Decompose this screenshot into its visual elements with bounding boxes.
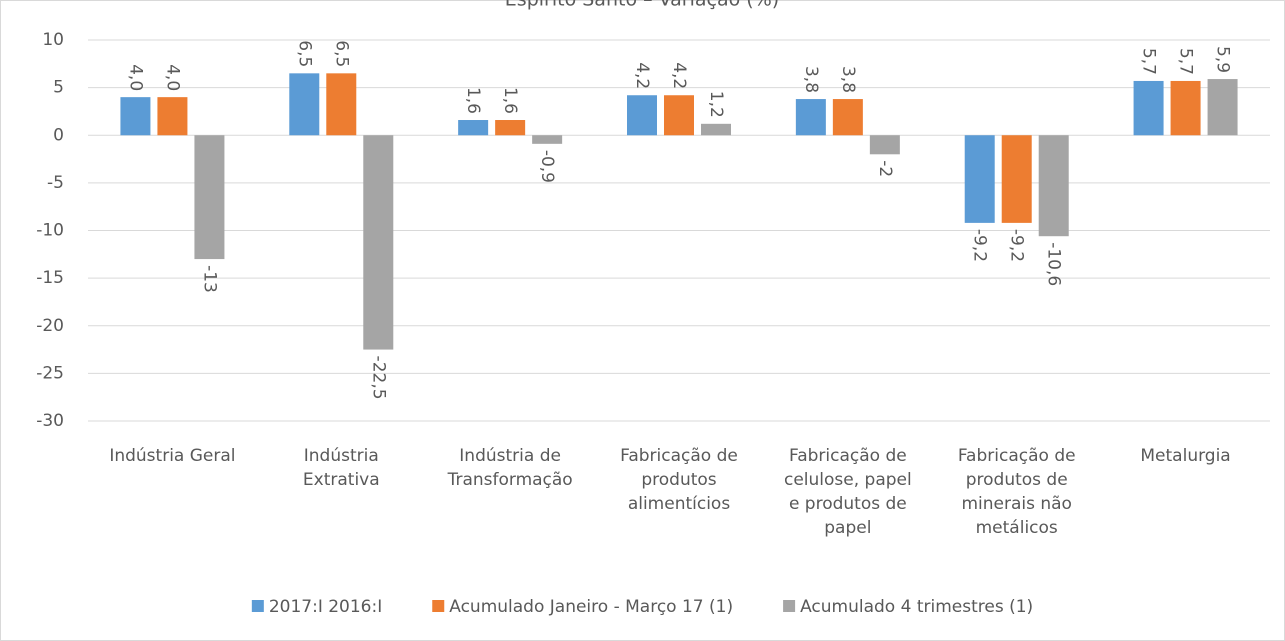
y-tick-label: -25: [36, 363, 64, 383]
bar: [869, 135, 900, 155]
y-tick-label: 10: [42, 30, 64, 50]
x-tick-label: Fabricação de produtos alimentícios: [620, 446, 738, 514]
value-label: -13: [199, 265, 219, 293]
x-tick-label: Fabricação de celulose, papel e produtos d…: [784, 446, 912, 538]
x-tick-label: Metalurgia: [1140, 446, 1230, 466]
value-label: 3,8: [838, 66, 858, 93]
bar: [120, 97, 151, 136]
value-label: 1,6: [500, 87, 520, 114]
legend-swatch: [251, 600, 264, 612]
x-tick-label: Indústria Geral: [109, 446, 235, 466]
bar: [363, 135, 394, 350]
value-label: -2: [875, 160, 895, 177]
x-tick-label: Fabricação de produtos de minerais não metá…: [958, 446, 1076, 538]
bar: [532, 135, 563, 144]
value-label: 6,5: [294, 40, 314, 67]
bar: [964, 135, 995, 223]
legend: 2017:I 2016:I Acumulado Janeiro - Março 1…: [251, 597, 1033, 617]
bar: [795, 99, 826, 136]
bar: [326, 73, 357, 136]
legend-label: 2017:I 2016:I: [269, 597, 382, 617]
bar: [289, 73, 320, 136]
value-label: -22,5: [368, 356, 388, 400]
bar: [1001, 135, 1032, 223]
legend-label: Acumulado Janeiro - Março 17 (1): [449, 597, 733, 617]
value-label: 1,6: [463, 87, 483, 114]
y-tick-label: -30: [36, 411, 64, 431]
value-label: 5,7: [1176, 48, 1196, 75]
bar: [157, 97, 188, 136]
y-tick-label: 0: [53, 125, 64, 145]
bar: [1133, 80, 1164, 136]
value-label: 3,8: [801, 66, 821, 93]
value-label: 4,2: [669, 62, 689, 89]
y-tick-label: -20: [36, 316, 64, 336]
chart-title: Espírito Santo – Variação (%): [505, 0, 779, 11]
value-label: -9,2: [1007, 229, 1027, 262]
bar: [458, 120, 489, 136]
bar: [701, 123, 731, 136]
bar: [832, 99, 863, 136]
y-tick-label: -15: [36, 268, 64, 288]
y-tick-label: -5: [47, 173, 64, 193]
legend-swatch: [783, 600, 796, 612]
value-label: -9,2: [970, 229, 990, 262]
bar: [1170, 80, 1201, 136]
y-tick-label: 5: [53, 78, 64, 98]
bar: [194, 135, 225, 260]
legend-label: Acumulado 4 trimestres (1): [800, 597, 1033, 617]
legend-swatch: [432, 600, 445, 612]
y-tick-label: -10: [36, 221, 64, 241]
bar: [664, 95, 694, 136]
bar: [1207, 79, 1238, 136]
value-label: 4,0: [162, 64, 182, 91]
value-label: 1,2: [706, 91, 726, 118]
value-label: 4,2: [632, 62, 652, 89]
value-label: 5,7: [1139, 48, 1159, 75]
value-label: -0,9: [537, 150, 557, 183]
x-tick-label: Indústria de Transformação: [447, 446, 573, 490]
value-label: 4,0: [125, 64, 145, 91]
bar: [627, 95, 657, 136]
x-tick-label: Indústria Extrativa: [303, 446, 380, 490]
bar: [495, 120, 526, 136]
value-label: 5,9: [1213, 46, 1233, 73]
bar: [1038, 135, 1069, 237]
value-label: 6,5: [331, 40, 351, 67]
value-label: -10,6: [1044, 242, 1064, 286]
